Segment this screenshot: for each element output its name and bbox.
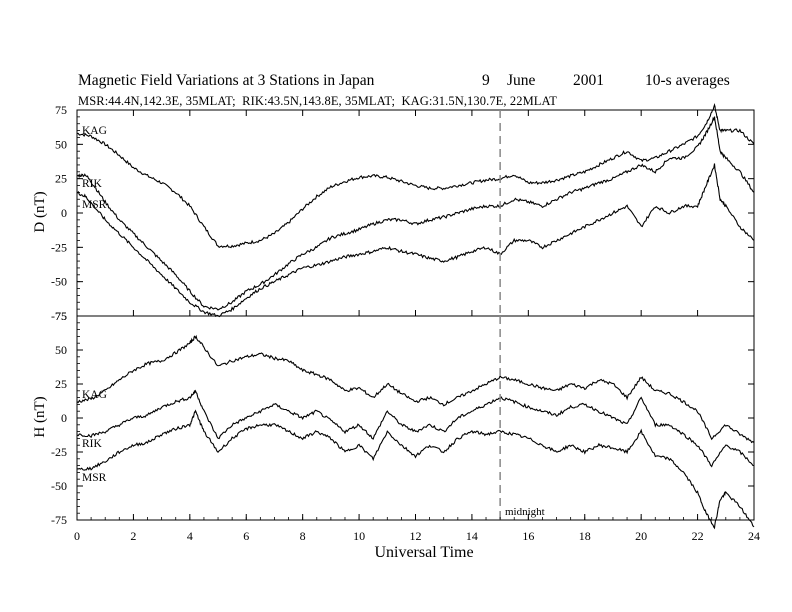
- y-tick-label: 0: [61, 206, 67, 220]
- series-line-kag: [77, 103, 755, 249]
- panel-frame: [76, 109, 755, 317]
- x-tick-label: 10: [353, 529, 365, 543]
- y-tick-label: -75: [51, 513, 67, 527]
- title-month: June: [507, 72, 536, 89]
- series-label-rik: RIK: [82, 438, 103, 450]
- series-label-rik: RIK: [82, 178, 103, 190]
- y-tick-label: 0: [61, 411, 67, 425]
- y-tick-label: -50: [51, 479, 67, 493]
- series-line-kag: [76, 334, 755, 444]
- series-line-msr: [76, 163, 755, 318]
- y-tick-label: 50: [55, 343, 67, 357]
- x-tick-label: 6: [243, 529, 249, 543]
- x-tick-label: 24: [748, 529, 760, 543]
- d-panel: 75 50 25 0 -25 -50 -75 KAG RIK MSR: [51, 103, 755, 323]
- y-tick-label: 25: [55, 172, 67, 186]
- d-axis-title: D (nT): [32, 191, 48, 232]
- x-axis: 0 2 4 6 8 10 12 14 16 18 20 22 24: [74, 110, 760, 543]
- title-averaging: 10-s averages: [645, 72, 730, 89]
- x-tick-label: 0: [74, 529, 80, 543]
- x-tick-label: 18: [579, 529, 591, 543]
- x-tick-label: 8: [300, 529, 306, 543]
- x-tick-label: 14: [466, 529, 478, 543]
- y-tick-label: -25: [51, 445, 67, 459]
- y-tick-label: 75: [55, 309, 67, 323]
- x-tick-label: 2: [130, 529, 136, 543]
- x-tick-label: 20: [635, 529, 647, 543]
- y-tick-label: 75: [55, 103, 67, 117]
- y-tick-label: -25: [51, 240, 67, 254]
- y-tick-label: 25: [55, 377, 67, 391]
- series-label-kag: KAG: [82, 389, 107, 401]
- title-year: 2001: [573, 72, 604, 89]
- y-tick-label: -50: [51, 275, 67, 289]
- y-tick-label: -75: [51, 309, 67, 323]
- series-line-rik: [76, 389, 755, 468]
- title-day: 9: [482, 72, 490, 89]
- title-text: Magnetic Field Variations at 3 Stations …: [78, 72, 375, 89]
- chart-title: Magnetic Field Variations at 3 Stations …: [78, 72, 730, 180]
- station-coordinates: MSR:44.4N,142.3E, 35MLAT; RIK:43.5N,143.…: [78, 94, 557, 108]
- x-axis-title: Universal Time: [374, 544, 473, 561]
- series-line-msr: [76, 409, 755, 530]
- x-tick-label: 4: [187, 529, 193, 543]
- series-label-kag: KAG: [82, 125, 107, 137]
- h-axis-title: H (nT): [32, 396, 48, 437]
- h-panel: 75 50 25 0 -25 -50 -75 KAG RIK MSR: [51, 309, 755, 530]
- midnight-label: midnight: [505, 506, 545, 518]
- series-line-rik: [76, 116, 755, 311]
- x-tick-label: 16: [522, 529, 534, 543]
- x-tick-label: 22: [692, 529, 704, 543]
- series-label-msr: MSR: [82, 199, 107, 211]
- x-tick-label: 12: [410, 529, 422, 543]
- series-label-msr: MSR: [82, 472, 107, 484]
- y-tick-label: 50: [55, 137, 67, 151]
